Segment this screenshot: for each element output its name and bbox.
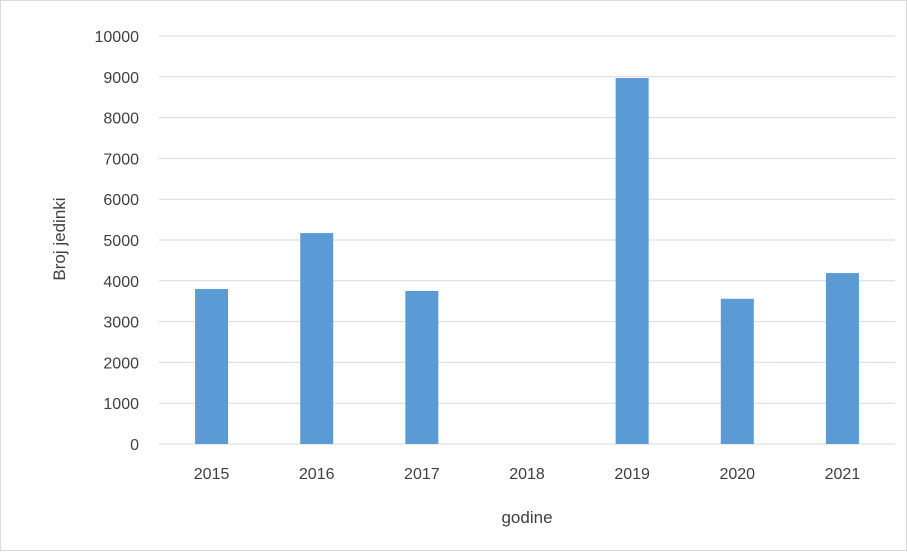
x-tick-label: 2015 [194,466,230,483]
y-tick-label: 7000 [103,151,139,168]
y-tick-label: 8000 [103,111,139,128]
bar-2019 [616,78,649,444]
y-axis-ticks: 0 1000 2000 3000 4000 5000 6000 7000 8000 9000 100… [95,29,140,454]
y-tick-label: 0 [130,437,139,454]
gridlines [159,36,895,444]
bar-2020 [721,299,754,444]
x-tick-label: 2020 [719,466,755,483]
bar-2015 [195,289,228,444]
y-tick-label: 2000 [103,355,139,372]
x-tick-label: 2017 [404,466,440,483]
y-tick-label: 10000 [95,29,140,46]
y-tick-label: 1000 [103,396,139,413]
bar-2021 [826,273,859,444]
x-tick-label: 2021 [825,466,861,483]
bars [195,78,859,444]
x-axis-ticks: 2015 2016 2017 2018 2019 2020 2021 [194,466,861,483]
y-tick-label: 5000 [103,233,139,250]
bar-2017 [405,291,438,444]
x-tick-label: 2019 [614,466,650,483]
y-tick-label: 3000 [103,315,139,332]
y-tick-label: 6000 [103,192,139,209]
x-tick-label: 2018 [509,466,545,483]
x-axis-title: godine [501,508,552,527]
y-tick-label: 4000 [103,274,139,291]
y-tick-label: 9000 [103,70,139,87]
bar-2016 [300,233,333,444]
y-axis-title: Broj jedinki [50,197,69,280]
x-tick-label: 2016 [299,466,335,483]
